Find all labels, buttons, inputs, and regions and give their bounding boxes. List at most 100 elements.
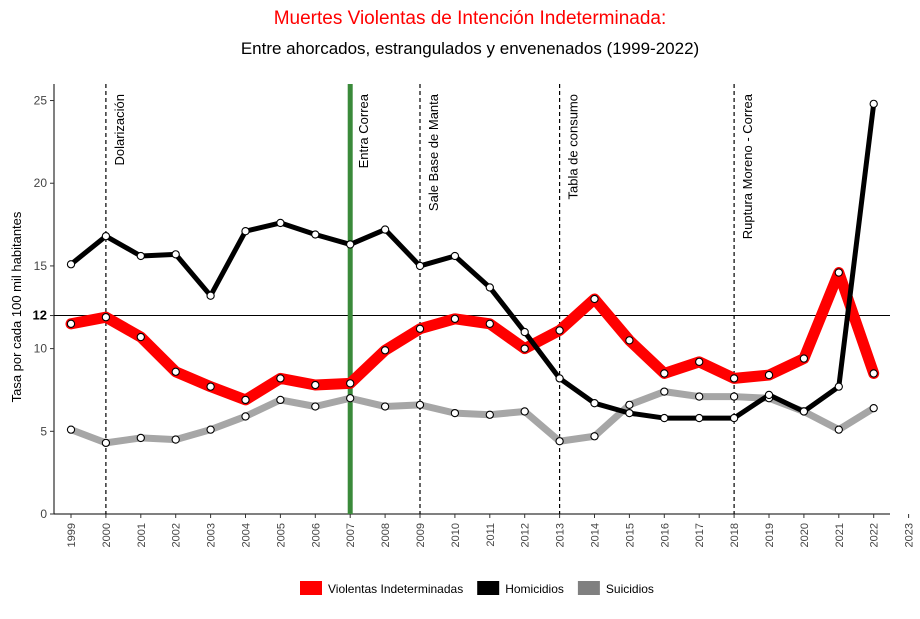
y-tick-label: 12 xyxy=(33,308,47,323)
data-point xyxy=(834,268,843,277)
y-tick-label: 0 xyxy=(40,507,47,521)
plot-area: 0 5 10 12 15 20 25 1999 2000 2001 2002 2003 2004 2005… xyxy=(33,84,916,547)
data-point xyxy=(555,326,564,335)
data-point xyxy=(764,390,774,400)
chart-subtitle: Entre ahorcados, estrangulados y envenen… xyxy=(241,39,699,58)
y-axis-title: Tasa por cada 100 mil habitantes xyxy=(9,211,24,402)
data-point xyxy=(450,251,460,261)
data-point xyxy=(485,410,494,419)
data-point xyxy=(101,232,111,241)
data-point xyxy=(171,435,180,444)
data-point xyxy=(485,319,494,328)
data-point xyxy=(869,404,878,413)
legend-label: Homicidios xyxy=(505,582,564,596)
x-tick-label: 2019 xyxy=(764,523,776,547)
x-tick-label: 2008 xyxy=(380,523,392,547)
data-point xyxy=(555,437,564,446)
data-point xyxy=(311,402,320,411)
chart-title: Muertes Violentas de Intención Indetermi… xyxy=(274,8,667,29)
x-tick-label: 2016 xyxy=(659,523,671,547)
data-point xyxy=(101,438,111,448)
x-tick-label: 2006 xyxy=(310,523,322,547)
data-point xyxy=(450,408,460,418)
y-tick-label: 5 xyxy=(40,424,47,438)
data-point xyxy=(136,251,145,261)
data-point xyxy=(869,99,878,108)
data-point xyxy=(625,336,634,345)
x-tick-label: 2004 xyxy=(241,523,253,547)
x-tick-label: 2018 xyxy=(729,523,741,547)
data-point xyxy=(729,413,739,423)
data-point xyxy=(66,425,76,434)
data-point xyxy=(590,294,599,304)
data-point xyxy=(799,354,809,363)
data-point xyxy=(415,261,425,271)
data-point xyxy=(380,225,390,234)
data-point xyxy=(66,260,76,269)
data-point xyxy=(590,399,599,408)
data-point xyxy=(590,432,599,441)
data-point xyxy=(346,379,355,388)
x-tick-label: 2003 xyxy=(206,523,218,547)
data-point xyxy=(206,382,215,391)
data-point xyxy=(171,367,180,376)
legend: Violentas Indeterminadas Homicidios Suicid… xyxy=(300,581,654,596)
data-point xyxy=(869,369,878,378)
x-tick-label: 2000 xyxy=(101,523,113,547)
data-point xyxy=(555,374,564,383)
data-point xyxy=(380,402,390,411)
data-point xyxy=(799,407,809,416)
x-tick-label: 2013 xyxy=(555,523,567,547)
data-point xyxy=(729,374,739,383)
data-point xyxy=(450,314,460,323)
x-tick-label: 2017 xyxy=(694,523,706,547)
data-point xyxy=(276,395,285,405)
legend-label: Suicidios xyxy=(606,582,654,596)
x-tick-label: 2007 xyxy=(345,523,357,547)
data-point xyxy=(311,380,320,390)
data-point xyxy=(101,313,111,322)
data-point xyxy=(276,218,285,228)
data-point xyxy=(136,332,145,342)
y-tick-label: 15 xyxy=(34,259,48,273)
event-label: Tabla de consumo xyxy=(566,94,581,200)
data-point xyxy=(729,392,739,401)
x-tick-label: 1999 xyxy=(66,523,78,547)
data-point xyxy=(695,392,704,401)
legend-swatch xyxy=(577,581,600,595)
x-tick-label: 2023 xyxy=(904,523,916,547)
data-point xyxy=(834,382,843,391)
data-point xyxy=(206,291,215,300)
y-tick-label: 25 xyxy=(34,94,48,108)
legend-swatch xyxy=(300,581,322,595)
x-tick-label: 2022 xyxy=(869,523,881,547)
data-point xyxy=(171,250,180,259)
y-tick-label: 10 xyxy=(34,342,48,356)
data-point xyxy=(625,400,634,409)
data-point xyxy=(276,374,285,383)
x-tick-label: 2009 xyxy=(415,523,427,547)
data-point xyxy=(346,240,355,249)
x-tick-label: 2020 xyxy=(799,523,811,547)
data-point xyxy=(66,319,76,328)
event-label: Entra Correa xyxy=(356,93,371,168)
data-point xyxy=(136,433,145,443)
data-point xyxy=(695,357,704,366)
series-line xyxy=(67,388,878,447)
data-point xyxy=(241,412,250,421)
data-point xyxy=(241,227,250,236)
data-point xyxy=(520,344,529,353)
data-point xyxy=(485,283,494,292)
series-line xyxy=(65,267,880,406)
x-tick-label: 2021 xyxy=(834,523,846,547)
data-point xyxy=(695,413,704,423)
data-point xyxy=(311,230,320,239)
data-point xyxy=(241,395,250,405)
legend-label: Violentas Indeterminadas xyxy=(328,582,463,596)
y-tick-label: 20 xyxy=(34,176,48,190)
event-label: Sale Base de Manta xyxy=(426,93,441,211)
series-line xyxy=(68,101,877,421)
x-tick-label: 2010 xyxy=(450,523,462,547)
